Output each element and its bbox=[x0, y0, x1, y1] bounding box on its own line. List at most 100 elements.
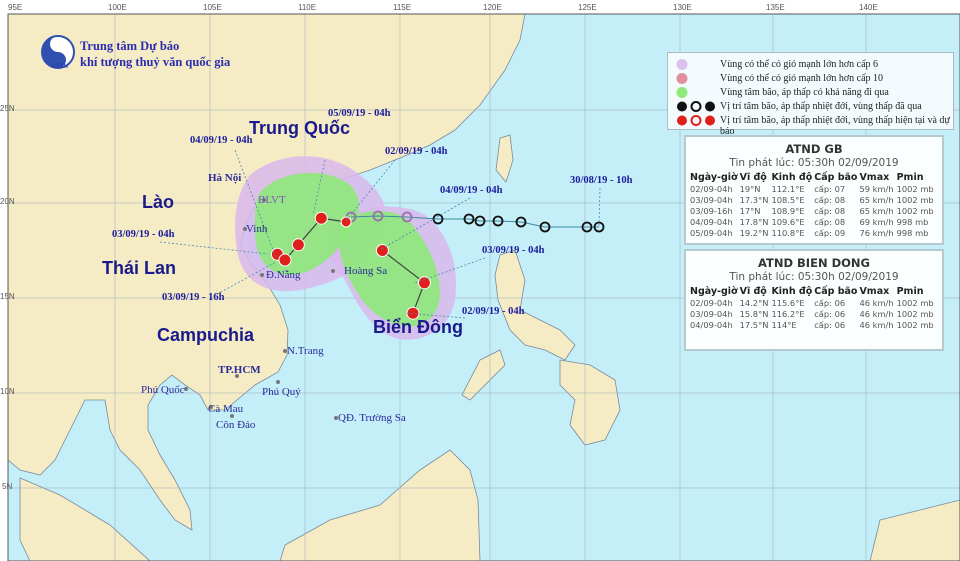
forecast-position-marker bbox=[375, 244, 389, 257]
table-row: 02/09-04h 14.2°N 115.6°E cấp: 06 46 km/h 1002… bbox=[690, 298, 937, 309]
legend-item: Vùng có thể có gió mạnh lớn hơn cấp 10 bbox=[668, 71, 953, 86]
past-position-marker bbox=[515, 216, 527, 228]
table-cell: 04/09-04h bbox=[690, 217, 733, 227]
column-header: Vĩ độ bbox=[739, 286, 767, 297]
table-cell: cấp: 09 bbox=[814, 228, 846, 238]
issued-time: Tin phát lúc: 05:30h 02/09/2019 bbox=[729, 271, 899, 283]
track-label: 30/08/19 - 10h bbox=[570, 175, 633, 186]
table-cell: 69 km/h bbox=[859, 217, 894, 227]
lat-tick: 15N bbox=[0, 292, 15, 301]
table-cell: 1002 mb bbox=[896, 309, 934, 319]
label-phu-quoc: Phú Quốc bbox=[141, 384, 185, 396]
column-header: Vmax bbox=[859, 286, 890, 297]
label-cambodia: Campuchia bbox=[157, 325, 255, 345]
label-laos: Lào bbox=[142, 192, 175, 212]
taiwan-island bbox=[495, 134, 514, 183]
table-cell: cấp: 06 bbox=[814, 298, 846, 308]
track-label: 04/09/19 - 04h bbox=[190, 135, 253, 146]
table-cell: 17°N bbox=[739, 206, 761, 216]
table-cell: cấp: 08 bbox=[814, 217, 846, 227]
table-cell: cấp: 06 bbox=[814, 320, 846, 330]
table-cell: 1002 mb bbox=[896, 184, 934, 194]
table-cell: cấp: 07 bbox=[814, 184, 846, 194]
table-row: 03/09-04h 15.8°N 116.2°E cấp: 06 46 km/h 1002… bbox=[690, 309, 937, 320]
label-east-sea: Biển Đông bbox=[373, 317, 463, 337]
label-leaders bbox=[159, 149, 601, 319]
forecast-table: Ngày-giờ Vĩ độ Kinh độ Cấp bão Vmax Pmin 02/09… bbox=[690, 286, 937, 331]
green-zone-icon bbox=[676, 87, 688, 98]
table-cell: 114°E bbox=[771, 320, 797, 330]
past-position-icons bbox=[677, 101, 715, 112]
column-header: Ngày-giờ bbox=[690, 172, 738, 183]
past-position-marker bbox=[463, 213, 475, 225]
label-phu-quy: Phú Quý bbox=[262, 386, 301, 398]
lat-tick: 25N bbox=[0, 104, 15, 113]
past-track bbox=[350, 215, 599, 228]
table-cell: 04/09-04h bbox=[690, 320, 733, 330]
past-position-marker bbox=[593, 221, 605, 233]
label-con-dao: Côn Đảo bbox=[216, 419, 256, 431]
table-header-row: Ngày-giờ Vĩ độ Kinh độ Cấp bão Vmax Pmin bbox=[690, 172, 937, 184]
label-thailand: Thái Lan bbox=[102, 258, 177, 278]
past-position-marker bbox=[474, 215, 486, 227]
new-guinea bbox=[869, 499, 960, 561]
map-legend: Vùng có thể có gió mạnh lớn hơn cấp 6 Vù… bbox=[667, 52, 954, 137]
column-header: Pmin bbox=[896, 172, 924, 183]
lon-tick: 130E bbox=[673, 3, 692, 12]
table-title: ATND BIEN DONG bbox=[758, 256, 870, 270]
table-cell: 03/09-04h bbox=[690, 195, 733, 205]
table-row: 05/09-04h 19.2°N 110.8°E cấp: 09 76 km/h 998 … bbox=[690, 228, 937, 239]
past-position-marker bbox=[492, 215, 504, 227]
sumatra bbox=[19, 477, 151, 561]
issued-time: Tin phát lúc: 05:30h 02/09/2019 bbox=[729, 157, 899, 169]
organization-name: Trung tâm Dự báo khí tượng thuỷ văn quốc… bbox=[80, 38, 230, 70]
table-cell: 19.2°N bbox=[739, 228, 769, 238]
table-cell: 65 km/h bbox=[859, 206, 894, 216]
forecast-position-marker bbox=[340, 216, 352, 228]
column-header: Ngày-giờ bbox=[690, 286, 738, 297]
track-label: 03/09/19 - 04h bbox=[482, 245, 545, 256]
lon-tick: 110E bbox=[298, 3, 317, 12]
place-markers bbox=[184, 198, 338, 420]
lon-tick: 95E bbox=[8, 3, 23, 12]
lon-tick: 135E bbox=[766, 3, 785, 12]
table-row: 03/09-04h 17.3°N 108.5°E cấp: 08 65 km/h 1002… bbox=[690, 195, 937, 206]
forecast-table-bien-dong: ATND BIEN DONG Tin phát lúc: 05:30h 02/0… bbox=[684, 249, 944, 351]
forecast-position-marker bbox=[417, 276, 431, 290]
table-cell: 65 km/h bbox=[859, 195, 894, 205]
table-cell: 109.6°E bbox=[771, 217, 805, 227]
forecast-cone-bd bbox=[339, 211, 440, 327]
table-cell: 1002 mb bbox=[896, 320, 934, 330]
column-header: Vmax bbox=[859, 172, 890, 183]
lat-tick: 5N bbox=[2, 482, 13, 491]
table-cell: 05/09-04h bbox=[690, 228, 733, 238]
column-header: Kinh độ bbox=[771, 172, 813, 183]
label-da-nang: Đ.Nẵng bbox=[266, 269, 301, 281]
borneo bbox=[279, 449, 481, 561]
label-nha-trang: N.Trang bbox=[287, 345, 324, 357]
philippines bbox=[461, 249, 621, 446]
forecast-table-gb: ATND GB Tin phát lúc: 05:30h 02/09/2019 … bbox=[684, 135, 944, 245]
lon-tick: 100E bbox=[108, 3, 127, 12]
table-row: 03/09-16h 17°N 108.9°E cấp: 08 65 km/h 1002 m… bbox=[690, 206, 937, 217]
past-track-points bbox=[345, 210, 605, 233]
table-cell: 02/09-04h bbox=[690, 298, 733, 308]
table-cell: cấp: 08 bbox=[814, 195, 846, 205]
forecast-position-marker bbox=[406, 306, 420, 320]
table-cell: 14.2°N bbox=[739, 298, 769, 308]
table-cell: 76 km/h bbox=[859, 228, 894, 238]
lon-tick: 115E bbox=[393, 3, 412, 12]
label-truong-sa: QĐ. Trường Sa bbox=[338, 412, 406, 424]
past-position-marker bbox=[401, 211, 413, 223]
past-position-marker bbox=[372, 210, 384, 222]
label-china: Trung Quốc bbox=[249, 118, 350, 138]
past-position-marker bbox=[581, 221, 593, 233]
table-cell: 17.8°N bbox=[739, 217, 769, 227]
forecast-position-marker bbox=[291, 238, 305, 252]
past-position-marker bbox=[432, 213, 444, 225]
org-line-2: khí tượng thuỷ văn quốc gia bbox=[80, 55, 231, 69]
track-label: 05/09/19 - 04h bbox=[328, 108, 391, 119]
legend-item: Vị trí tâm bão, áp thấp nhiệt đới, vùng … bbox=[668, 99, 953, 114]
table-cell: 998 mb bbox=[896, 228, 929, 238]
table-cell: 46 km/h bbox=[859, 320, 894, 330]
